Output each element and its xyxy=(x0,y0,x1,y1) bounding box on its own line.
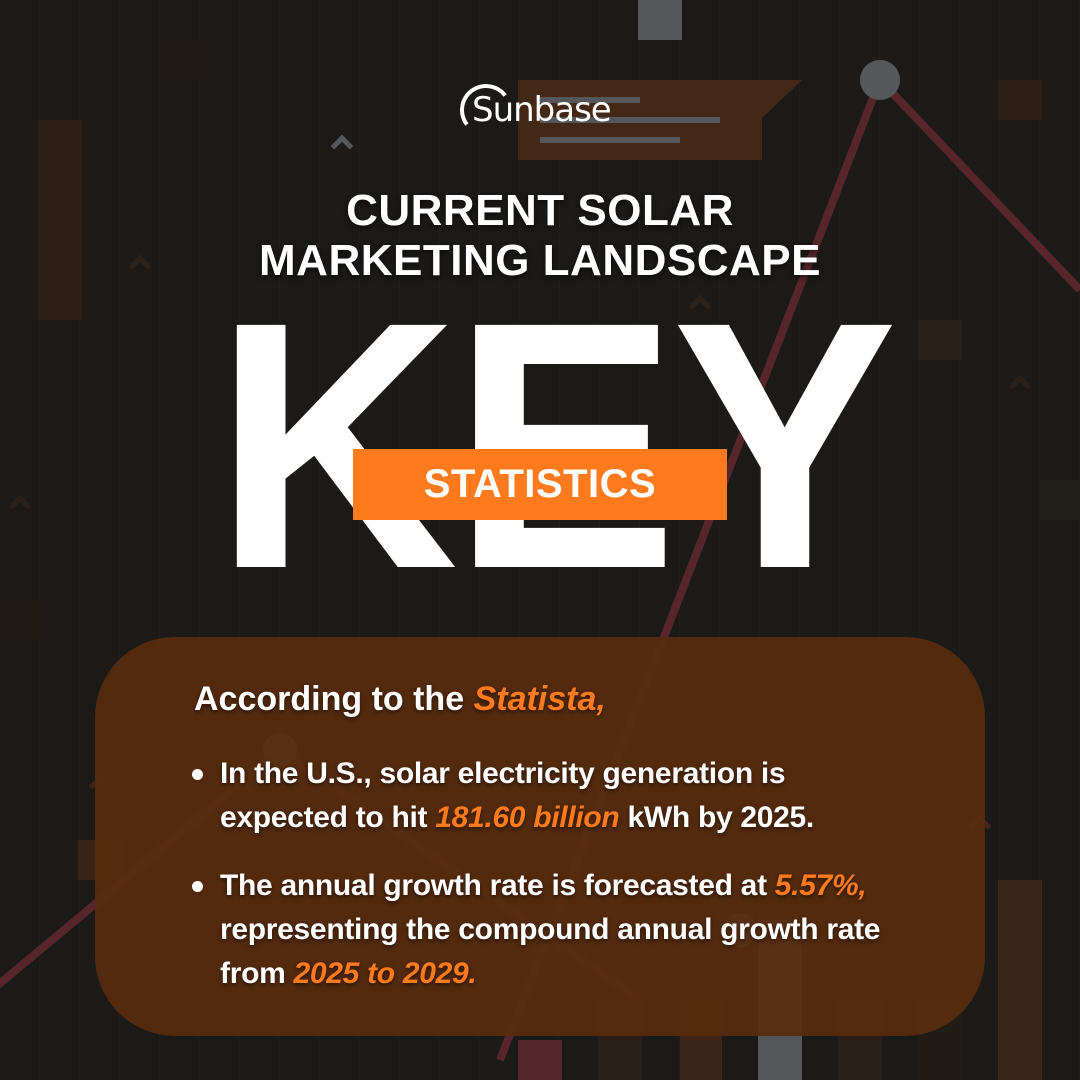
bullet-text: In the U.S., solar electricity generatio… xyxy=(220,757,786,834)
bullet-text: representing the compound annual growth … xyxy=(220,913,881,990)
list-item: The annual growth rate is forecasted at … xyxy=(190,864,910,996)
stats-card xyxy=(95,637,985,1036)
bullet-text: The annual growth rate is forecasted at xyxy=(220,869,775,902)
hero-word: KEY xyxy=(214,248,897,642)
list-item: In the U.S., solar electricity generatio… xyxy=(190,752,910,840)
statistics-badge: STATISTICS xyxy=(353,449,727,520)
title-line-1: CURRENT SOLAR xyxy=(346,186,734,235)
title-line-2: MARKETING LANDSCAPE xyxy=(259,236,821,285)
bullet-icon xyxy=(192,881,203,892)
bg-bar xyxy=(38,120,82,320)
bg-bar xyxy=(998,880,1042,1080)
bullet-text: kWh by 2025. xyxy=(619,801,814,834)
logo-text: Sunbase xyxy=(472,90,612,130)
stats-list: In the U.S., solar electricity generatio… xyxy=(190,752,910,1020)
bg-bar xyxy=(0,600,38,640)
bg-bar xyxy=(638,0,682,40)
bg-bar xyxy=(160,40,200,80)
sunbase-logo: Sunbase xyxy=(456,80,628,140)
bullet-highlight: 5.57%, xyxy=(774,869,867,902)
intro-source: Statista, xyxy=(473,680,606,718)
bullet-highlight: 181.60 billion xyxy=(435,801,620,834)
bg-bar xyxy=(998,80,1042,120)
card-intro: According to the Statista, xyxy=(194,680,606,719)
intro-prefix: According to the xyxy=(194,680,474,718)
badge-label: STATISTICS xyxy=(423,462,657,506)
bg-bar xyxy=(1040,480,1080,520)
bg-bar xyxy=(518,1040,562,1080)
bullet-icon xyxy=(192,769,203,780)
bullet-highlight: 2025 to 2029. xyxy=(293,957,477,990)
page-title: CURRENT SOLAR MARKETING LANDSCAPE xyxy=(0,186,1080,286)
bg-bar xyxy=(918,320,962,360)
